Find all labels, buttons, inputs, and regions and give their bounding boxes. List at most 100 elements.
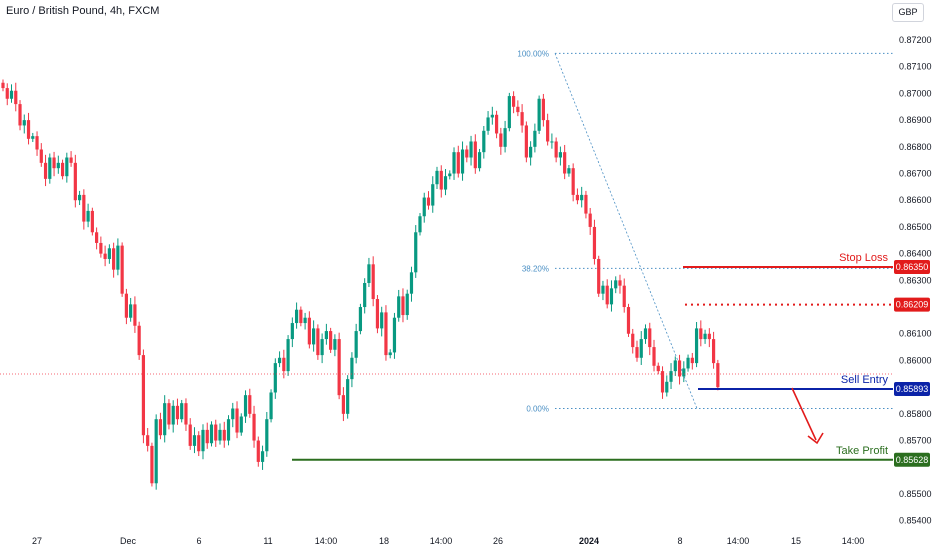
candle-body [524,125,528,158]
candle-body [605,285,609,305]
candle-body [677,360,682,377]
candle-body [554,141,558,158]
candle-body [133,304,137,326]
candle-body [622,285,626,308]
candle-body [77,194,82,201]
candle-body [248,395,252,414]
candle-body [90,210,94,233]
candle-body [158,419,163,436]
direction-arrow [791,387,817,441]
candle-body [60,162,65,177]
candle-body [112,248,116,270]
candle-body [39,149,43,163]
candle-body [273,363,277,393]
candle-body [341,395,345,414]
candle-body [205,429,209,444]
candle-body [580,194,584,201]
candle-body [371,264,375,300]
candle-body [65,157,69,177]
candle-body [324,331,328,340]
stop-loss-price: 0.86350 [896,262,929,272]
candle-body [537,98,541,131]
take-profit-price-tag [894,452,930,467]
candle-body [22,120,26,126]
candle-body [558,152,563,158]
candle-body [477,152,482,169]
candle-body [188,424,192,446]
candle-body [673,360,677,372]
candle-body [516,106,520,113]
x-tick-label: 14:00 [727,536,750,546]
candle-body [69,157,73,163]
x-tick-label: 18 [379,536,389,546]
x-tick-label: 27 [32,536,42,546]
y-tick-label: 0.86600 [899,195,932,205]
y-tick-label: 0.86000 [899,355,932,365]
candle-body [482,130,486,153]
candle-body [707,333,711,340]
stop-loss-price-tag [894,259,930,274]
fib-level-0-label: 0.00% [526,405,549,414]
candle-body [405,293,409,316]
take-profit-price: 0.85628 [896,455,929,465]
candle-body [601,285,605,294]
candle-body [218,429,222,441]
candle-body [350,357,354,380]
candle-body [337,339,341,396]
currency-button[interactable]: GBP [892,3,924,22]
candle-body [18,104,22,126]
candle-body [431,184,435,206]
y-tick-label: 0.85400 [899,516,932,526]
candle-body [209,424,214,444]
candle-body [269,392,273,420]
candle-body [73,162,77,201]
candle-body [197,435,201,452]
candle-body [299,309,303,324]
candle-body [597,258,601,294]
fib-trend-line [554,53,698,409]
candle-body [635,347,639,358]
x-tick-label: 15 [791,536,801,546]
candle-body [5,88,9,99]
candle-body [14,90,18,105]
resistance-price-tag [894,297,930,312]
candle-body [711,339,716,364]
candle-body [175,405,180,420]
sell-entry-price: 0.85893 [896,384,929,394]
x-tick-label: 2024 [579,536,599,546]
candle-body [222,429,226,441]
candle-body [550,141,554,143]
candle-body [686,357,690,369]
candle-body [316,328,320,356]
candle-body [418,216,422,233]
candle-body [294,309,299,324]
candle-body [1,82,5,89]
y-tick-label: 0.86800 [899,142,932,152]
candle-body [82,194,86,222]
fib-level-38-label: 38.20% [522,264,549,273]
candle-body [252,413,256,441]
candle-body [716,363,720,388]
candle-body [652,347,656,366]
y-tick-label: 0.86100 [899,329,932,339]
sell-entry-price-tag [894,382,930,397]
x-tick-label: 14:00 [842,536,865,546]
candle-body [618,280,622,286]
candle-body [277,357,282,364]
time-axis[interactable]: 27 Dec 6 11 14:00 18 14:00 26 2024 8 14:00 15 14:00 [32,536,864,546]
candle-body [146,435,150,446]
candle-body [448,173,452,177]
candle-body [56,162,60,169]
candle-body [52,157,56,169]
chart-title: Euro / British Pound, 4h, FXCM [6,5,160,17]
candle-body [584,194,588,214]
candle-body [307,317,311,345]
candle-body [435,170,439,185]
candle-body [473,141,477,169]
candle-body [192,435,197,446]
candle-body [575,194,580,201]
price-axis[interactable]: 0.87200 0.87100 0.87000 0.86900 0.86800 0.867… [899,35,932,526]
candle-body [48,157,52,179]
resistance-price: 0.86209 [896,300,929,310]
